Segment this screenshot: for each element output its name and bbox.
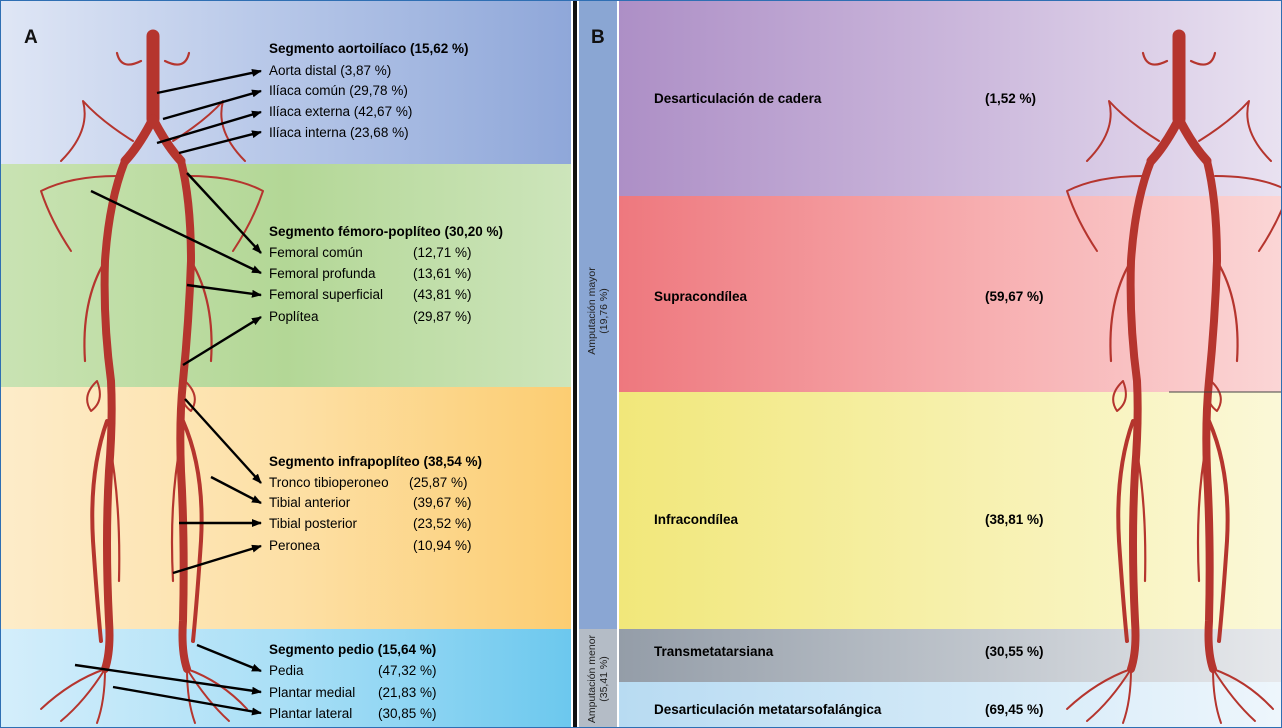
band-supracondylar (619, 196, 1281, 392)
level-name-infracondylar: Infracondílea (654, 512, 739, 527)
item-femoral-profunda-pct: (13,61 %) (413, 266, 472, 281)
band-transmetatarsal (619, 629, 1281, 682)
arterial-tree-illustration (40, 29, 264, 724)
item-peronea-pct: (10,94 %) (413, 538, 472, 553)
level-name-mtp: Desarticulación metatarsofalángica (654, 702, 882, 717)
panel-b-amputation-levels: B Amputación mayor (19,76 %) Amputación … (579, 1, 1281, 727)
level-name-transmetatarsal: Transmetatarsiana (654, 644, 774, 659)
pointer-arrows-a (74, 68, 262, 716)
band-mtp-disarticulation (619, 682, 1281, 727)
item-femoral-comun: Femoral común (269, 245, 363, 260)
level-pct-transmetatarsal: (30,55 %) (985, 644, 1044, 659)
item-tibial-anterior-pct: (39,67 %) (413, 495, 472, 510)
item-tronco-tibioperoneo-pct: (25,87 %) (409, 475, 468, 490)
segment-title-infrapopliteal: Segmento infrapoplíteo (38,54 %) (269, 454, 483, 469)
level-pct-supracondylar: (59,67 %) (985, 289, 1044, 304)
item-plantar-lateral-pct: (30,85 %) (378, 706, 437, 721)
item-tibial-posterior: Tibial posterior (269, 516, 358, 531)
item-tronco-tibioperoneo: Tronco tibioperoneo (269, 475, 389, 490)
item-tibial-posterior-pct: (23,52 %) (413, 516, 472, 531)
panel-a-arterial-segments: A Segmento aortoilíaco (15,62 %) Aorta d… (1, 1, 571, 727)
item-poplitea-pct: (29,87 %) (413, 309, 472, 324)
sidebar-major-amputation (579, 1, 617, 629)
level-name-supracondylar: Supracondílea (654, 289, 748, 304)
band-pedal (1, 629, 571, 727)
item-pedia: Pedia (269, 663, 304, 678)
item-plantar-medial-pct: (21,83 %) (378, 685, 437, 700)
group-label-major: Amputación mayor (19,76 %) (586, 267, 610, 355)
band-hip-disarticulation (619, 1, 1281, 196)
level-pct-mtp: (69,45 %) (985, 702, 1044, 717)
item-poplitea: Poplítea (269, 309, 319, 324)
item-peronea: Peronea (269, 538, 321, 553)
item-femoral-comun-pct: (12,71 %) (413, 245, 472, 260)
segment-title-femoropopliteal: Segmento fémoro-poplíteo (30,20 %) (269, 224, 504, 239)
item-femoral-superficial-pct: (43,81 %) (413, 287, 472, 302)
segment-title-pedal: Segmento pedio (15,64 %) (269, 642, 437, 657)
band-femoropopliteal (1, 164, 571, 387)
sidebar-minor-amputation (579, 629, 617, 727)
item-iliaca-interna: Ilíaca interna (23,68 %) (269, 125, 409, 140)
item-iliaca-comun: Ilíaca común (29,78 %) (269, 83, 408, 98)
item-plantar-lateral: Plantar lateral (269, 706, 353, 721)
band-infracondylar (619, 392, 1281, 629)
band-aortoiliac (1, 1, 571, 164)
item-tibial-anterior: Tibial anterior (269, 495, 351, 510)
item-aorta-distal: Aorta distal (3,87 %) (269, 63, 392, 78)
item-femoral-profunda: Femoral profunda (269, 266, 376, 281)
item-femoral-superficial: Femoral superficial (269, 287, 384, 302)
item-pedia-pct: (47,32 %) (378, 663, 437, 678)
amputation-leg-illustration (1066, 29, 1281, 724)
level-name-hip: Desarticulación de cadera (654, 91, 822, 106)
level-pct-hip: (1,52 %) (985, 91, 1037, 106)
segment-title-aortoiliac: Segmento aortoilíaco (15,62 %) (269, 41, 469, 56)
panel-b-letter: B (591, 27, 605, 48)
panel-a-letter: A (24, 27, 38, 48)
panel-divider (571, 1, 579, 727)
group-label-minor: Amputación menor (35,41 %) (586, 634, 610, 724)
item-iliaca-externa: Ilíaca externa (42,67 %) (269, 104, 413, 119)
level-pct-infracondylar: (38,81 %) (985, 512, 1044, 527)
item-plantar-medial: Plantar medial (269, 685, 356, 700)
artery-tree-b (1066, 29, 1281, 724)
